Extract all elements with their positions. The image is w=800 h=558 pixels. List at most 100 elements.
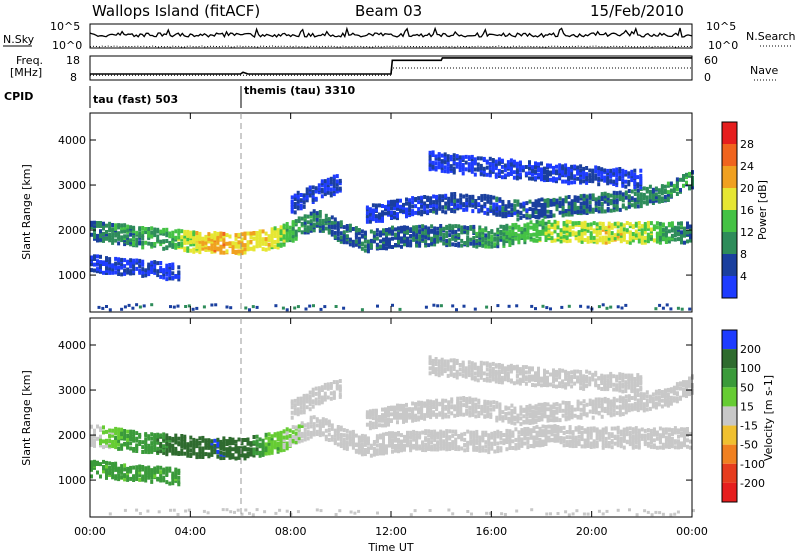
heatmap-cell xyxy=(327,382,330,386)
heatmap-cell xyxy=(581,228,584,232)
heatmap-cell xyxy=(680,221,683,225)
heatmap-cell xyxy=(310,212,313,216)
heatmap-cell xyxy=(495,401,498,405)
heatmap-cell xyxy=(123,223,126,227)
heatmap-cell xyxy=(124,305,127,308)
heatmap-cell xyxy=(480,405,483,409)
heatmap-cell xyxy=(339,179,342,183)
heatmap-cell xyxy=(369,216,372,220)
heatmap-cell xyxy=(409,239,412,243)
heatmap-cell xyxy=(593,426,596,430)
heatmap-cell xyxy=(604,192,607,196)
heatmap-cell xyxy=(465,167,468,171)
heatmap-cell xyxy=(563,436,566,440)
heatmap-cell xyxy=(102,460,105,464)
heatmap-cell xyxy=(372,203,375,207)
heatmap-cell xyxy=(557,221,560,225)
heatmap-cell xyxy=(484,245,487,249)
heatmap-cell xyxy=(593,221,596,225)
heatmap-cell xyxy=(424,239,427,243)
heatmap-cell xyxy=(602,236,605,240)
heatmap-cell xyxy=(583,404,586,408)
heatmap-cell xyxy=(577,196,580,200)
heatmap-cell xyxy=(564,171,567,175)
heatmap-cell xyxy=(180,235,183,239)
heatmap-cell xyxy=(247,240,250,244)
heatmap-cell xyxy=(625,206,628,210)
heatmap-cell xyxy=(144,273,147,277)
heatmap-cell xyxy=(382,438,385,442)
heatmap-cell xyxy=(384,418,387,422)
heatmap-cell xyxy=(98,306,101,309)
heatmap-cell xyxy=(93,429,96,433)
heatmap-cell xyxy=(480,198,483,202)
heatmap-cell xyxy=(683,227,686,231)
heatmap-cell xyxy=(171,263,174,267)
heatmap-cell xyxy=(523,427,526,431)
heatmap-cell xyxy=(466,430,469,434)
heatmap-cell xyxy=(510,162,513,166)
heatmap-cell xyxy=(611,235,614,239)
heatmap-cell xyxy=(129,269,132,273)
heatmap-cell xyxy=(123,234,126,238)
heatmap-cell xyxy=(463,443,466,447)
heatmap-cell xyxy=(522,202,525,206)
heatmap-cell xyxy=(397,431,400,435)
heatmap-cell xyxy=(528,167,531,171)
heatmap-cell xyxy=(589,194,592,198)
heatmap-cell xyxy=(504,406,507,410)
heatmap-cell xyxy=(432,410,435,414)
heatmap-cell xyxy=(342,307,345,310)
heatmap-cell xyxy=(609,169,612,173)
heatmap-cell xyxy=(508,305,511,308)
heatmap-cell xyxy=(552,166,555,170)
heatmap-cell xyxy=(674,226,677,230)
heatmap-cell xyxy=(361,434,364,438)
heatmap-cell xyxy=(536,239,539,243)
heatmap-cell xyxy=(247,451,250,455)
heatmap-cell xyxy=(256,306,259,309)
heatmap-cell xyxy=(319,222,322,226)
heatmap-cell xyxy=(532,202,535,206)
heatmap-cell xyxy=(501,159,504,163)
heatmap-cell xyxy=(529,214,532,218)
heatmap-cell xyxy=(414,211,417,215)
heatmap-cell xyxy=(435,367,438,371)
heatmap-cell xyxy=(605,441,608,445)
heatmap-cell xyxy=(626,240,629,244)
heatmap-cell xyxy=(510,158,513,162)
heatmap-cell xyxy=(147,444,150,448)
heatmap-cell xyxy=(573,174,576,178)
heatmap-cell xyxy=(568,205,571,209)
heatmap-cell xyxy=(319,214,322,218)
heatmap-cell xyxy=(565,401,568,405)
heatmap-cell xyxy=(378,203,381,207)
heatmap-cell xyxy=(235,242,238,246)
heatmap-cell xyxy=(565,405,568,409)
heatmap-cell xyxy=(445,231,448,235)
heatmap-cell xyxy=(613,191,616,195)
heatmap-cell xyxy=(535,207,538,211)
heatmap-cell xyxy=(448,224,451,228)
heatmap-cell xyxy=(96,259,99,263)
heatmap-cell xyxy=(274,240,277,244)
heatmap-cell xyxy=(415,225,418,229)
heatmap-cell xyxy=(391,431,394,435)
heatmap-cell xyxy=(162,247,165,251)
heatmap-cell xyxy=(321,179,324,183)
heatmap-cell xyxy=(394,449,397,453)
heatmap-cell xyxy=(641,228,644,232)
heatmap-cell xyxy=(438,157,441,161)
heatmap-cell xyxy=(429,209,432,213)
heatmap-cell xyxy=(671,428,674,432)
heatmap-cell xyxy=(216,247,219,251)
heatmap-cell xyxy=(618,167,621,171)
heatmap-cell xyxy=(429,366,432,370)
heatmap-cell xyxy=(364,249,367,253)
heatmap-cell xyxy=(336,380,339,384)
heatmap-cell xyxy=(444,210,447,214)
heatmap-cell xyxy=(656,431,659,435)
heatmap-cell xyxy=(514,443,517,447)
heatmap-cell xyxy=(99,260,102,264)
heatmap-cell xyxy=(203,305,206,308)
